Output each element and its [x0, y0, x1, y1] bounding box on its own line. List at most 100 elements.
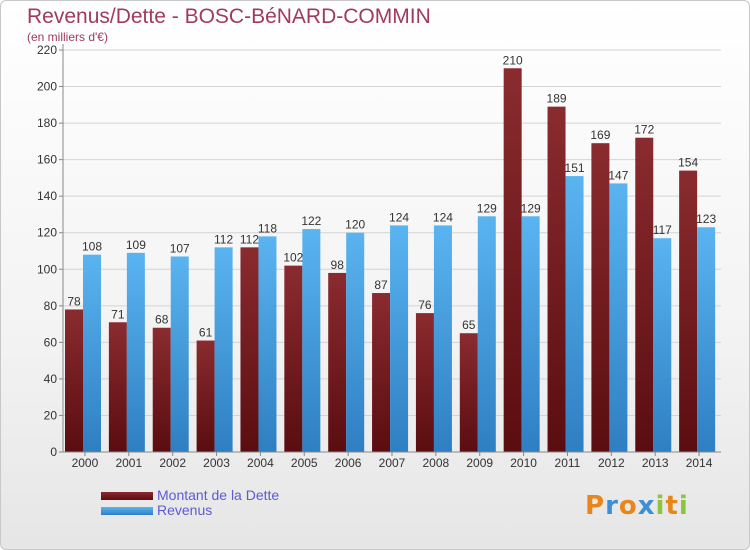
- x-tick-label: 2004: [247, 456, 274, 470]
- y-tick-label: 100: [37, 262, 57, 276]
- bar-dette: [65, 309, 83, 452]
- y-tick-label: 0: [50, 445, 57, 459]
- bar-revenus: [521, 216, 540, 452]
- data-label: 108: [82, 240, 102, 254]
- y-axis-ticks: 0 20 40 60 80 100 120 140 160 180 200 220: [37, 43, 63, 459]
- data-label: 102: [283, 251, 303, 265]
- bar-dette: [108, 322, 127, 452]
- logo-letter: P: [585, 491, 606, 521]
- chart-subtitle: (en milliers d'€): [27, 30, 108, 44]
- data-label: 71: [111, 307, 125, 321]
- data-label: 124: [433, 210, 453, 224]
- x-tick-label: 2008: [423, 456, 450, 470]
- bar-revenus: [214, 247, 233, 452]
- data-label: 98: [331, 258, 345, 272]
- x-tick-label: 2010: [510, 456, 537, 470]
- bar-dette: [679, 170, 698, 452]
- x-tick-label: 2009: [466, 456, 493, 470]
- bar-revenus: [390, 225, 409, 452]
- logo-letter: r: [605, 491, 619, 521]
- data-label: 65: [462, 318, 476, 332]
- bar-revenus: [170, 256, 189, 452]
- y-tick-label: 60: [44, 335, 58, 349]
- y-tick-label: 200: [37, 80, 57, 94]
- x-tick-label: 2014: [686, 456, 713, 470]
- data-label: 123: [696, 212, 716, 226]
- logo-letter: t: [665, 491, 679, 521]
- data-label: 210: [503, 53, 523, 67]
- data-label: 189: [547, 92, 567, 106]
- x-tick-label: 2002: [159, 456, 186, 470]
- bar-dette: [372, 293, 391, 452]
- x-tick-label: 2012: [598, 456, 625, 470]
- bar-revenus: [258, 236, 277, 452]
- data-label: 107: [170, 241, 190, 255]
- x-tick-label: 2006: [335, 456, 362, 470]
- x-tick-label: 2005: [291, 456, 318, 470]
- data-label: 129: [477, 201, 497, 215]
- chart-title: Revenus/Dette - BOSC-BéNARD-COMMIN: [27, 5, 431, 28]
- data-label: 78: [67, 294, 81, 308]
- data-label: 117: [653, 223, 672, 237]
- bar-dette: [240, 247, 259, 452]
- x-tick-label: 2011: [555, 456, 581, 470]
- bar-revenus: [346, 232, 365, 452]
- y-tick-label: 160: [37, 153, 57, 167]
- bar-dette: [459, 333, 478, 452]
- data-label: 124: [389, 210, 409, 224]
- y-tick-label: 80: [44, 299, 58, 313]
- x-tick-label: 2013: [642, 456, 669, 470]
- data-label: 169: [590, 128, 610, 142]
- legend-label-debt: Montant de la Dette: [157, 487, 280, 503]
- data-label: 154: [678, 156, 698, 170]
- bar-dette: [196, 340, 215, 452]
- legend-label-revenus: Revenus: [157, 502, 213, 518]
- bar-revenus: [433, 225, 452, 452]
- y-tick-label: 20: [44, 408, 58, 422]
- data-label: 120: [345, 218, 365, 232]
- logo-letter: i: [655, 491, 666, 521]
- data-label: 172: [634, 123, 654, 137]
- bar-dette: [591, 143, 610, 452]
- bars: [65, 68, 716, 453]
- data-label: 61: [199, 326, 213, 340]
- bar-revenus: [302, 229, 321, 452]
- bar-dette: [328, 272, 347, 452]
- data-label: 151: [565, 161, 585, 175]
- bar-revenus: [83, 254, 101, 452]
- legend-swatch-revenus: [101, 507, 153, 515]
- y-tick-label: 180: [37, 116, 57, 130]
- logo-letter: i: [678, 491, 689, 521]
- bar-dette: [635, 137, 654, 452]
- data-label: 87: [374, 278, 388, 292]
- bar-revenus: [126, 252, 145, 452]
- bar-revenus: [477, 216, 496, 452]
- data-label: 147: [608, 168, 628, 182]
- proxiti-logo: Proxiti: [585, 491, 689, 521]
- bar-dette: [503, 68, 522, 452]
- y-tick-label: 40: [44, 372, 58, 386]
- x-tick-label: 2001: [115, 456, 142, 470]
- bar-dette: [284, 265, 303, 452]
- bar-dette: [547, 106, 566, 453]
- bar-revenus: [609, 183, 628, 452]
- data-label: 122: [301, 214, 321, 228]
- data-label: 109: [126, 238, 146, 252]
- data-label: 76: [418, 298, 432, 312]
- x-tick-label: 2007: [379, 456, 406, 470]
- logo-letter: x: [637, 491, 656, 521]
- x-tick-label: 2003: [203, 456, 230, 470]
- bar-dette: [152, 327, 171, 452]
- x-tick-label: 2000: [72, 456, 99, 470]
- bar-dette: [415, 313, 434, 452]
- data-label: 68: [155, 313, 169, 327]
- data-label: 118: [258, 221, 277, 235]
- y-tick-label: 140: [37, 189, 57, 203]
- data-label: 112: [214, 232, 233, 246]
- logo-letter: o: [618, 491, 638, 521]
- y-tick-label: 120: [37, 226, 57, 240]
- data-label: 112: [240, 232, 259, 246]
